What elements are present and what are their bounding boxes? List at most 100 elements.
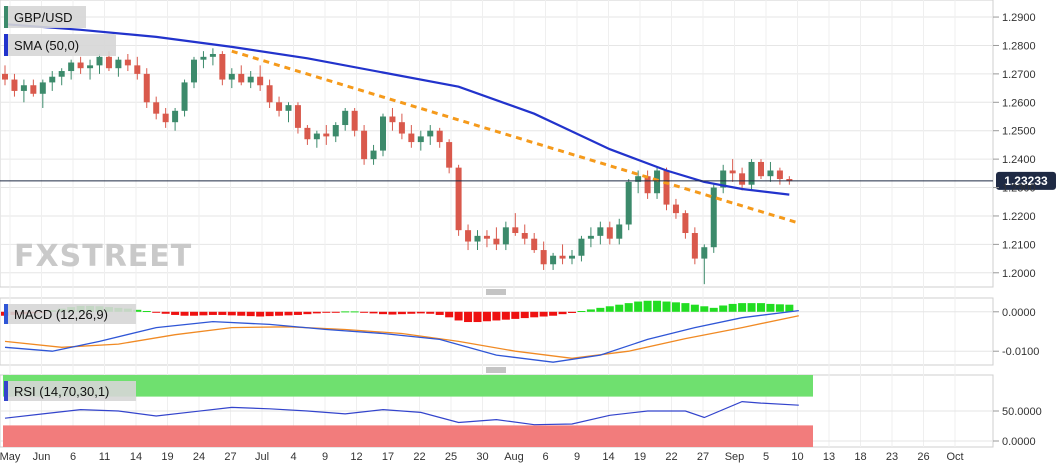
macd-histogram-bar xyxy=(530,311,539,318)
candle-body xyxy=(342,110,349,126)
rsi-line xyxy=(4,400,799,426)
candle xyxy=(578,235,585,262)
candle xyxy=(228,68,235,89)
macd-histogram-bar xyxy=(426,311,435,314)
macd-histogram-bar xyxy=(350,311,359,313)
x-tick: 5 xyxy=(763,451,769,463)
x-tick: 6 xyxy=(542,451,548,463)
x-tick: 13 xyxy=(823,451,835,463)
macd-label-box: MACD (12,26,9) xyxy=(4,304,136,324)
candle xyxy=(276,96,283,117)
x-tick: May xyxy=(0,451,21,463)
macd-histogram-bar xyxy=(133,309,142,312)
x-tick: 10 xyxy=(791,451,803,463)
candle xyxy=(68,59,75,80)
macd-histogram-bar xyxy=(624,303,633,312)
macd-histogram-bar xyxy=(256,311,265,317)
candle-body xyxy=(134,65,141,74)
candle xyxy=(162,107,169,128)
candle xyxy=(30,79,37,97)
candle-body xyxy=(521,233,528,239)
candle-body xyxy=(767,170,774,177)
candle-body xyxy=(247,76,254,83)
candle-body xyxy=(351,110,358,131)
candle-body xyxy=(153,102,160,114)
candle xyxy=(323,125,330,145)
price-y-tick: 1.2300 xyxy=(1002,183,1036,195)
candle xyxy=(361,125,368,165)
macd-y-tick: -0.0100 xyxy=(1002,346,1039,358)
candle xyxy=(172,107,179,131)
candle xyxy=(134,56,141,80)
candle xyxy=(20,79,27,103)
macd-histogram-bar xyxy=(662,301,671,312)
x-tick: 19 xyxy=(634,451,646,463)
macd-histogram-bar xyxy=(218,311,227,315)
macd-histogram-bar xyxy=(785,304,794,312)
candle-body xyxy=(143,73,150,103)
macd-histogram-bar xyxy=(341,311,350,313)
macd-resize-handle[interactable] xyxy=(486,289,506,295)
candle-body xyxy=(502,227,509,245)
candle-body xyxy=(663,170,670,205)
candle xyxy=(587,227,594,248)
price-y-tick: 1.2500 xyxy=(1002,126,1036,138)
macd-histogram-bar xyxy=(331,311,340,313)
x-tick: 27 xyxy=(224,451,236,463)
candle-body xyxy=(748,161,755,185)
candle-body xyxy=(58,71,65,77)
macd-histogram-bar xyxy=(416,311,425,314)
x-tick: 12 xyxy=(350,451,362,463)
price-label-box: GBP/USD xyxy=(4,6,86,28)
x-tick: 30 xyxy=(476,451,488,463)
candle-body xyxy=(124,59,131,66)
candle-body xyxy=(635,176,642,182)
candle-body xyxy=(11,79,18,91)
price-y-tick: 1.2700 xyxy=(1002,69,1036,81)
macd-histogram-bar xyxy=(199,311,208,316)
candle xyxy=(247,71,254,89)
macd-label: MACD (12,26,9) xyxy=(14,307,108,322)
candle xyxy=(285,102,292,123)
macd-histogram-bar xyxy=(577,311,586,313)
x-tick: 24 xyxy=(193,451,205,463)
candle xyxy=(446,139,453,174)
price-y-tick: 1.2900 xyxy=(1002,12,1036,24)
candle xyxy=(342,107,349,131)
candle-body xyxy=(228,73,235,80)
candle xyxy=(606,221,613,245)
macd-histogram-bar xyxy=(568,311,576,313)
macd-histogram-bar xyxy=(246,311,255,317)
candle-body xyxy=(294,105,301,128)
macd-histogram-bar xyxy=(473,311,482,323)
macd-histogram-bar xyxy=(700,306,709,312)
candle xyxy=(691,227,698,265)
candle-body xyxy=(446,142,453,168)
candle xyxy=(427,125,434,145)
candle-body xyxy=(181,82,188,111)
candle-body xyxy=(587,235,594,239)
macd-panel xyxy=(0,297,994,366)
candle xyxy=(597,221,604,245)
macd-histogram-bar xyxy=(728,303,737,312)
macd-histogram-bar xyxy=(293,311,302,315)
last-price-badge: 1.23233 xyxy=(996,171,1056,190)
macd-histogram-bar xyxy=(379,311,387,315)
candle-body xyxy=(758,161,764,177)
price-y-tick: 1.2800 xyxy=(1002,40,1036,52)
candle xyxy=(143,68,150,108)
rsi-y-tick: 50.0000 xyxy=(1002,406,1042,418)
candle xyxy=(616,218,623,245)
candle-body xyxy=(2,73,8,80)
candle-body xyxy=(710,187,717,248)
macd-histogram-bar xyxy=(171,311,180,315)
x-tick: 19 xyxy=(161,451,173,463)
candle xyxy=(389,107,396,131)
price-y-tick: 1.2200 xyxy=(1002,211,1036,223)
candle-body xyxy=(219,53,226,80)
x-tick: 25 xyxy=(445,451,457,463)
x-tick: 6 xyxy=(70,451,76,463)
candle xyxy=(294,102,301,134)
candle-body xyxy=(417,136,424,143)
rsi-resize-handle[interactable] xyxy=(486,367,506,373)
